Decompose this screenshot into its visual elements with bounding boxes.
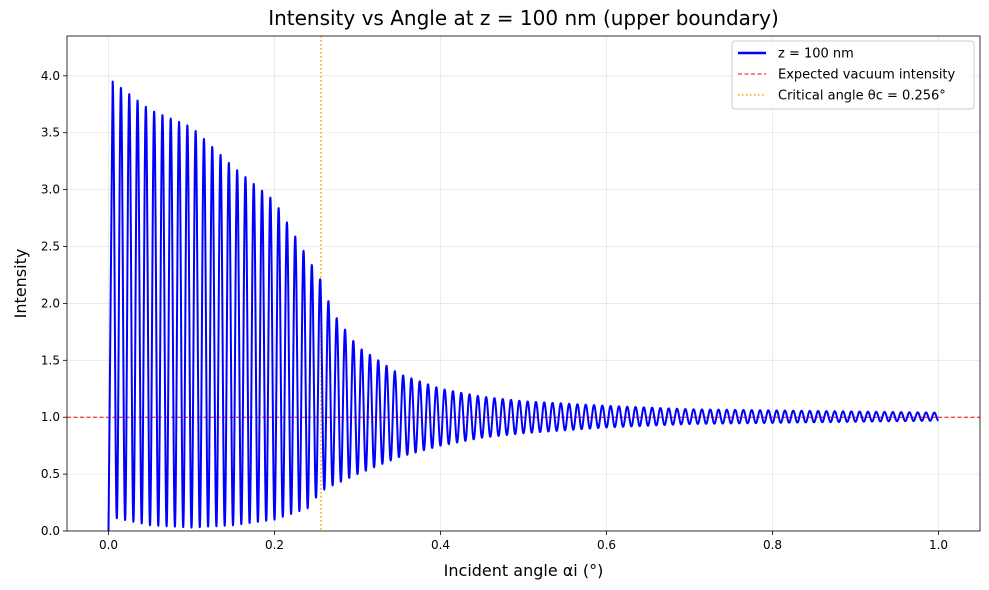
- x-tick-label: 0.0: [99, 538, 118, 552]
- x-tick-label: 0.2: [265, 538, 284, 552]
- x-tick-label: 0.8: [763, 538, 782, 552]
- x-axis-label: Incident angle αi (°): [444, 561, 604, 580]
- legend: z = 100 nm Expected vacuum intensity Criti…: [731, 40, 975, 110]
- y-tick-label: 3.0: [41, 183, 60, 197]
- legend-box: [731, 40, 975, 110]
- x-tick-label: 0.4: [431, 538, 450, 552]
- ticks: 0.0 0.2 0.4 0.6 0.8 1.0 0.0 0.5 1.0 1.5 2.0 2.5 3.0 3…: [41, 69, 948, 552]
- legend-label: z = 100 nm: [778, 47, 854, 62]
- y-tick-label: 1.5: [41, 353, 60, 367]
- axes-frame: [66, 35, 981, 532]
- x-tick-label: 1.0: [929, 538, 948, 552]
- legend-label: Critical angle θc = 0.256°: [778, 89, 946, 104]
- y-tick-label: 0.5: [41, 467, 60, 481]
- y-tick-label: 2.5: [41, 240, 60, 254]
- y-tick-label: 2.0: [41, 296, 60, 310]
- legend-label: Expected vacuum intensity: [778, 68, 956, 83]
- y-axis-label: Intensity: [11, 249, 30, 319]
- y-tick-label: 1.0: [41, 410, 60, 424]
- y-tick-label: 3.5: [41, 126, 60, 140]
- intensity-curve: [107, 80, 940, 532]
- chart-title: Intensity vs Angle at z = 100 nm (upper …: [268, 6, 779, 30]
- plot-area: [67, 36, 980, 532]
- x-tick-label: 0.6: [597, 538, 616, 552]
- y-tick-label: 0.0: [41, 524, 60, 538]
- y-tick-label: 4.0: [41, 69, 60, 83]
